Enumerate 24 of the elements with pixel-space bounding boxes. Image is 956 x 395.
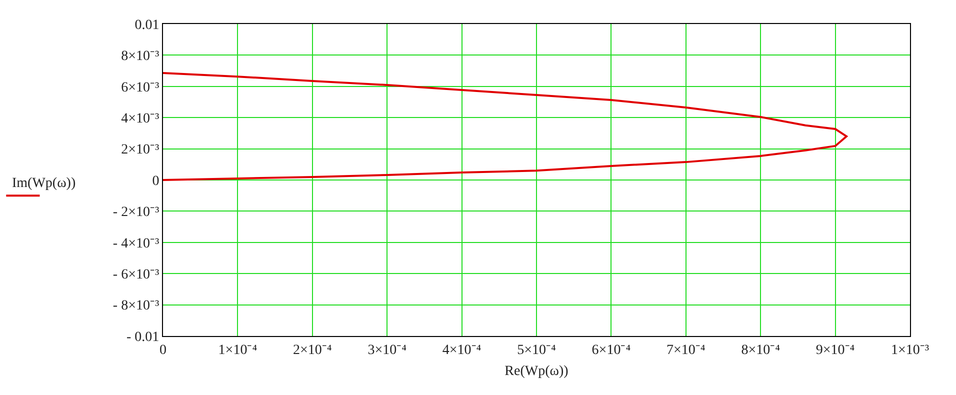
y-axis-title: Im(Wp(ω)) xyxy=(12,176,76,191)
x-tick-label: 1×10⁻⁴ xyxy=(218,342,258,358)
x-tick-label: 2×10⁻⁴ xyxy=(293,342,332,358)
y-tick-label: - 8×10⁻³ xyxy=(112,298,160,314)
y-tick-label: 8×10⁻³ xyxy=(121,49,160,64)
x-tick-label: 9×10⁻⁴ xyxy=(816,342,855,358)
x-tick-label: 1×10⁻³ xyxy=(890,342,930,358)
y-tick-label: - 6×10⁻³ xyxy=(112,268,160,282)
x-tick-label: 7×10⁻⁴ xyxy=(666,342,706,358)
y-tick-label: 2×10⁻³ xyxy=(121,142,160,158)
x-tick-label: 3×10⁻⁴ xyxy=(368,342,407,358)
y-tick-label: - 4×10⁻³ xyxy=(112,236,160,252)
y-tick-label: 0 xyxy=(152,174,160,189)
x-axis-title: Re(Wp(ω)) xyxy=(504,364,569,380)
y-tick-label: 4×10⁻³ xyxy=(121,112,160,126)
y-tick-label: 6×10⁻³ xyxy=(121,80,160,96)
line-series xyxy=(163,72,848,181)
y-tick-label: 0.01 xyxy=(134,18,160,33)
x-tick-label: 5×10⁻⁴ xyxy=(517,342,556,358)
y-tick-label: - 2×10⁻³ xyxy=(112,205,160,220)
x-tick-label: 8×10⁻⁴ xyxy=(741,342,780,358)
x-tick-label: 4×10⁻⁴ xyxy=(442,342,482,358)
x-tick-label: 6×10⁻⁴ xyxy=(592,342,631,358)
y-tick-label: - 0.01 xyxy=(126,330,160,345)
